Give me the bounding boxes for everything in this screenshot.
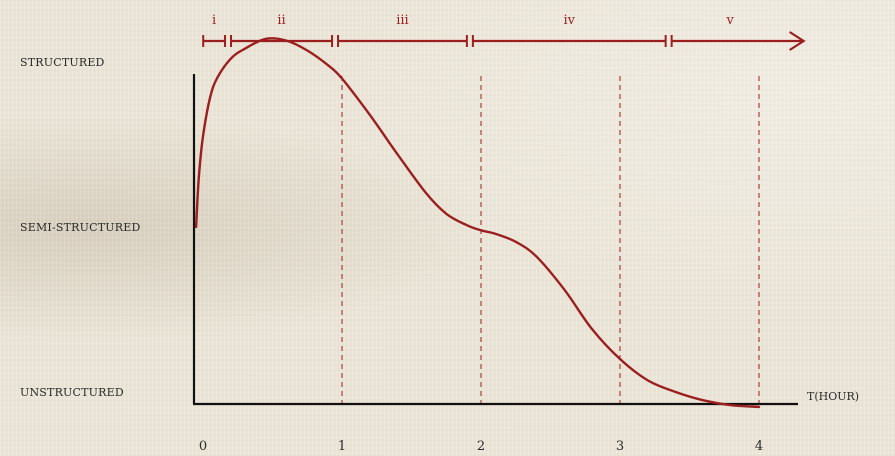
labels: UNSTRUCTURED SEMI-STRUCTURED STRUCTURED 0 1 2…	[20, 56, 859, 454]
timeline-arrowhead	[789, 31, 806, 51]
series-line	[194, 37, 761, 409]
x-tick-label-1: 1	[338, 439, 346, 454]
phase-label-ii: ii	[277, 13, 285, 28]
hour-markers	[341, 76, 760, 404]
x-tick-label-3: 3	[616, 439, 624, 454]
phase-label-v: v	[725, 13, 734, 28]
phase-label-iv: iv	[564, 13, 576, 28]
phase-label-iii: iii	[396, 13, 408, 28]
axes	[192, 74, 798, 406]
curve-layer	[194, 37, 761, 409]
x-tick-label-0: 0	[199, 439, 207, 454]
phase-timeline: i ii iii iv v	[202, 13, 806, 51]
x-tick-label-2: 2	[477, 439, 485, 454]
y-tick-label-0: UNSTRUCTURED	[20, 386, 124, 399]
x-tick-label-4: 4	[755, 439, 763, 454]
y-tick-label-1: SEMI-STRUCTURED	[20, 221, 140, 234]
y-tick-label-2: STRUCTURED	[20, 56, 105, 69]
x-axis-label: T(HOUR)	[807, 390, 859, 403]
phase-label-i: i	[212, 13, 216, 28]
